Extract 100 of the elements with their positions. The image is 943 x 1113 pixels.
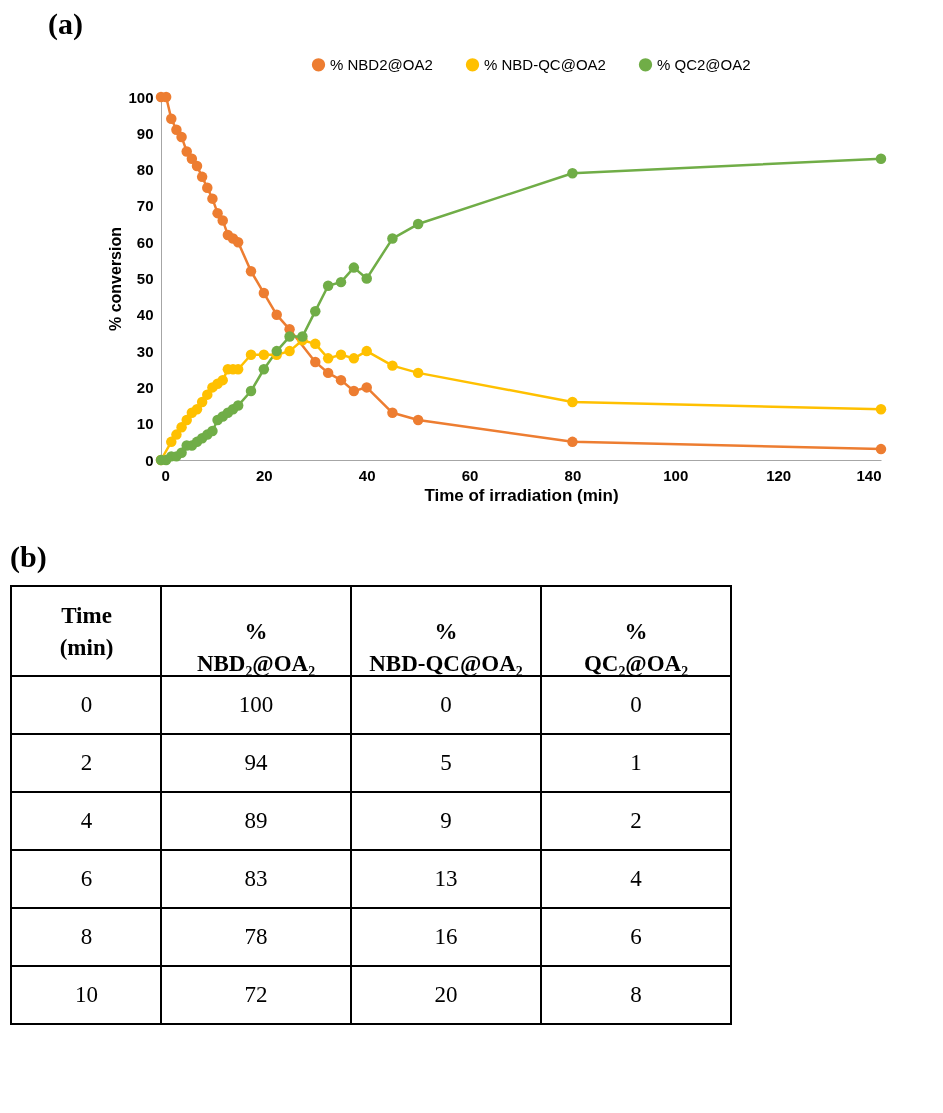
point [166,436,177,448]
y-tick-label: 4 [80,808,93,833]
point [191,160,203,172]
data-label: 89 [244,808,268,833]
legend-label: % NBD2@OA2 [330,55,433,73]
data-label: 0 [440,692,452,717]
point [310,356,321,368]
y-tick-label: 6 [80,866,93,891]
point [232,400,244,411]
y-tick-label: 80 [136,161,154,179]
y-tick-label: 100 [128,88,154,106]
point [176,131,187,143]
point [245,349,257,360]
point [387,407,398,419]
point [412,218,424,230]
data-label: 9 [440,808,452,833]
point [361,345,372,357]
x-tick-label: 0 [161,466,170,484]
point [176,447,187,458]
point [171,124,182,135]
point [258,349,270,360]
point [207,193,218,204]
x-tick-label: % QC₂@OA₂ [583,618,689,677]
x-tick-label: 60 [461,466,479,484]
data-label: 0 [630,692,642,717]
point [191,403,203,415]
point [387,360,398,371]
point [387,233,398,244]
data-label: 94 [244,750,268,775]
point [875,403,887,415]
point [166,113,177,125]
point [245,385,257,397]
point [348,385,360,397]
point [181,414,192,426]
point [567,396,578,408]
point [258,287,270,299]
point [335,349,347,360]
x-tick-label: 40 [358,466,376,484]
point [217,374,228,386]
data-label: 6 [630,924,642,949]
y-tick-label: 8 [80,924,93,949]
data-label: 13 [434,866,458,891]
point [335,374,347,386]
point [310,305,321,317]
point [322,280,334,291]
y-tick-label: 20 [136,378,154,396]
data-label: 8 [630,982,642,1007]
point [181,146,192,157]
legend-label: % NBD-QC@OA2 [484,55,606,73]
point [171,429,182,440]
y-tick-label: 2 [80,750,93,775]
point [245,266,257,277]
y-tick-label: 10 [75,982,98,1007]
data-label: 4 [630,866,643,891]
legend-label: % QC2@OA2 [657,55,751,73]
data-label: 20 [434,982,458,1007]
chart-title: (a) [47,7,83,41]
chart-title: (b) [10,540,47,574]
point [271,345,282,357]
point [207,425,218,437]
point [284,331,295,342]
point [567,436,578,448]
point [217,215,228,226]
point [196,171,208,183]
point [196,396,208,408]
point [412,367,424,379]
point [258,364,270,375]
data-label: 78 [244,924,268,949]
point [202,389,213,400]
y-tick-label: 0 [80,692,93,717]
y-tick-label: 10 [136,415,154,433]
data-label: 16 [434,924,458,949]
point [875,443,887,455]
y-tick-label: 60 [136,233,154,251]
y-tick-label: 90 [136,124,154,142]
y-axis-title: % conversion [107,226,125,332]
point [348,353,360,364]
data-label: 5 [440,750,452,775]
point [271,309,282,321]
data-label: 1 [630,750,642,775]
point [875,153,887,164]
point [310,338,321,350]
data-label: 72 [244,982,268,1007]
y-tick-label: 70 [136,197,154,215]
point [186,153,198,164]
point [212,207,223,219]
point [322,367,334,379]
data-label: 100 [238,692,274,717]
point [176,422,187,433]
x-tick-label: % NBD-QC@OA₂ [369,618,523,677]
point [322,353,334,364]
x-tick-label: 100 [663,466,689,484]
point [202,182,213,193]
y-tick-label: 0 [145,451,154,469]
y-tick-label: 30 [136,342,154,360]
point [335,276,347,288]
x-tick-label: 80 [564,466,582,484]
y-tick-label: 50 [136,270,154,287]
x-tick-label: 140 [856,466,882,484]
data-label: 2 [630,808,642,833]
